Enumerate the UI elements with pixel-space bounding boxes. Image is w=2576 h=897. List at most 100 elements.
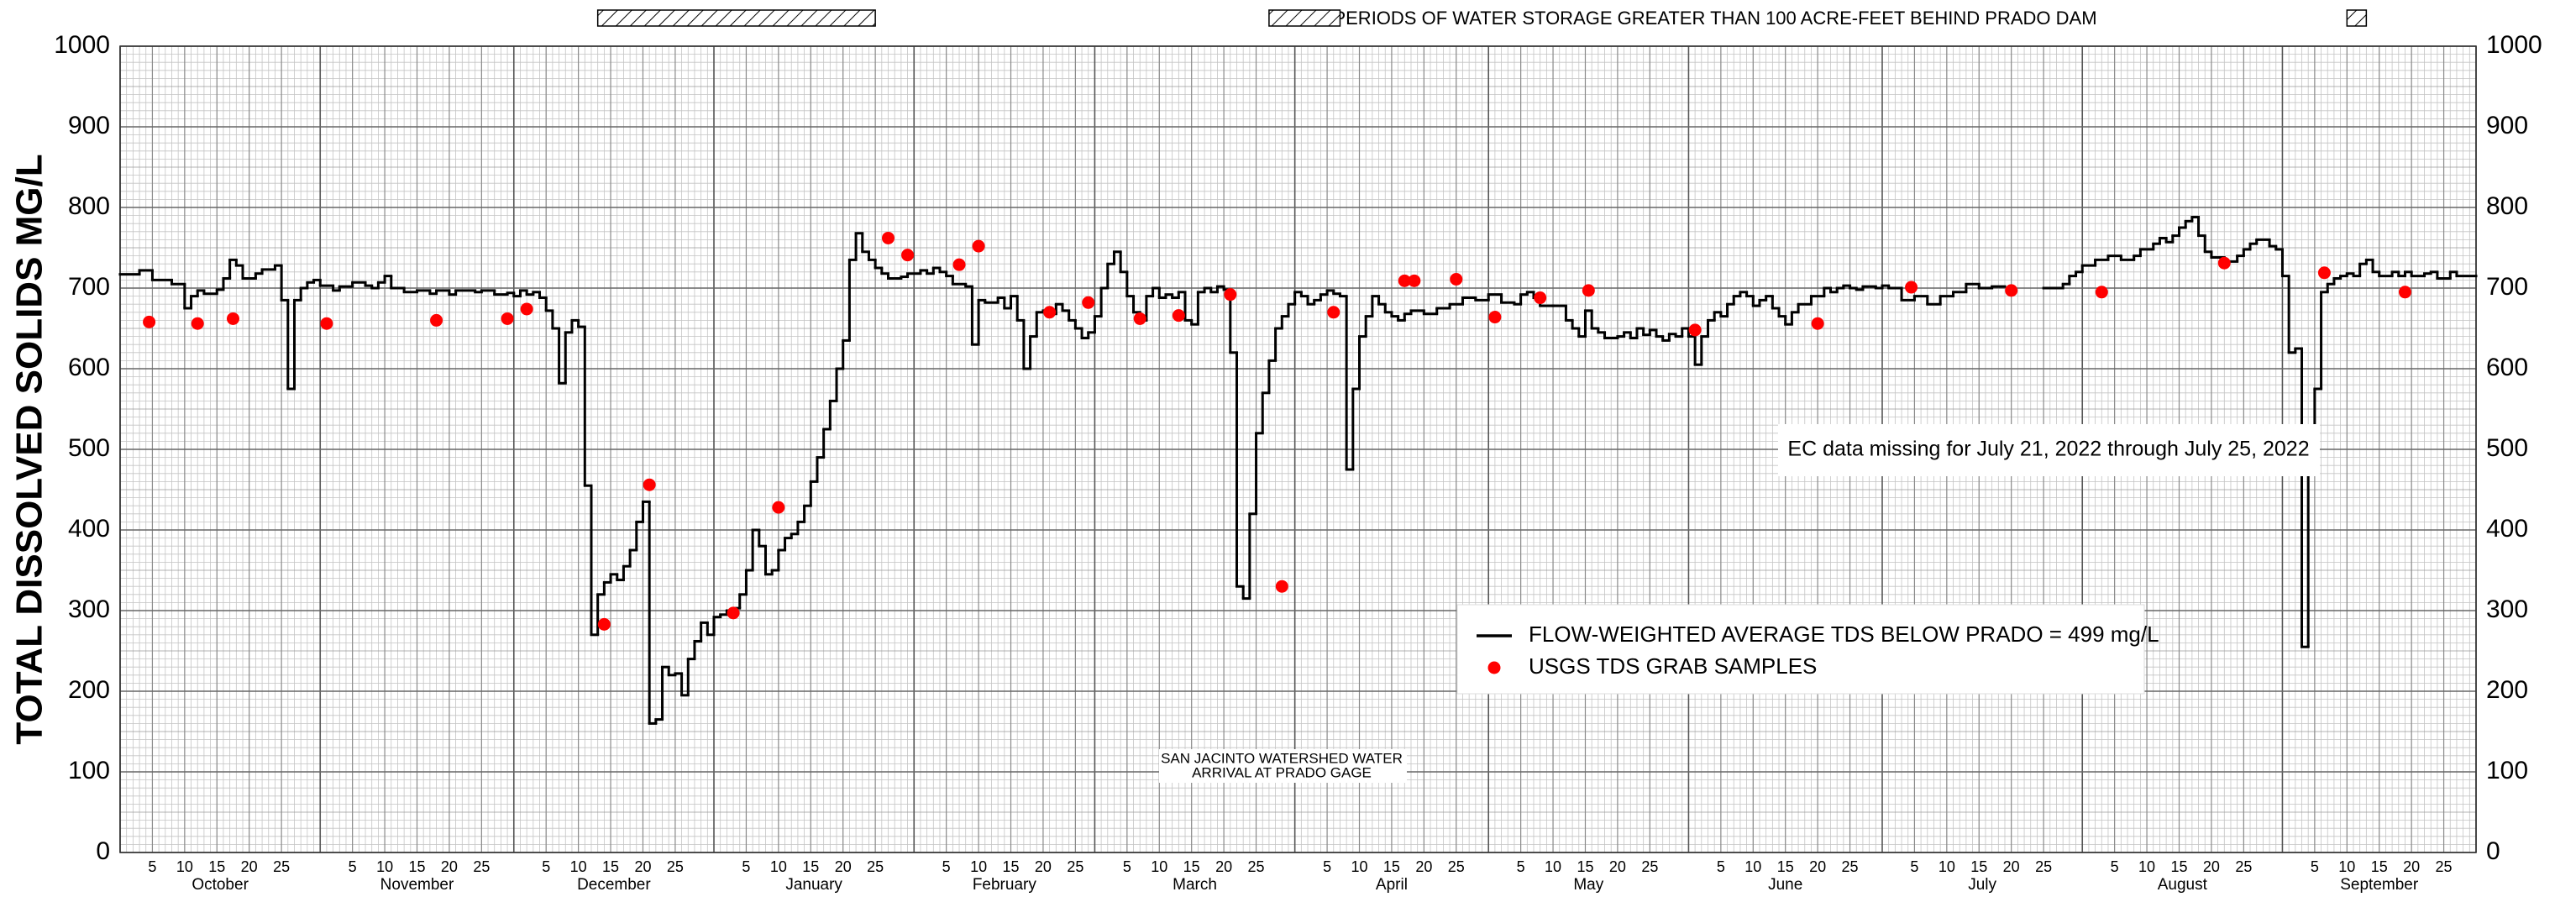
x-tick-label: 25 — [667, 858, 684, 875]
sample-point — [2217, 256, 2231, 270]
sample-point — [2398, 286, 2411, 299]
x-tick-label: 25 — [1641, 858, 1658, 875]
x-tick-label: 15 — [2170, 858, 2187, 875]
y2-tick-label: 1000 — [2486, 31, 2542, 59]
x-tick-label: 20 — [1415, 858, 1432, 875]
x-tick-label: 25 — [2235, 858, 2252, 875]
sample-point — [1224, 288, 1237, 302]
sample-point — [1408, 274, 1421, 287]
x-tick-label: 5 — [349, 858, 357, 875]
sample-point — [1398, 274, 1411, 287]
y-tick-label: 800 — [68, 192, 110, 220]
x-tick-label: 5 — [1323, 858, 1331, 875]
x-tick-label: 5 — [2111, 858, 2119, 875]
x-tick-label: 10 — [1351, 858, 1367, 875]
x-tick-label: 5 — [942, 858, 951, 875]
x-tick-label: 5 — [1910, 858, 1918, 875]
x-tick-label: 15 — [602, 858, 619, 875]
y-tick-label: 700 — [68, 273, 110, 301]
sample-point — [1133, 312, 1146, 325]
y-tick-label: 600 — [68, 354, 110, 381]
x-tick-label: 25 — [1448, 858, 1465, 875]
sample-point — [2005, 284, 2018, 297]
y2-tick-label: 0 — [2486, 837, 2500, 865]
x-tick-label: 15 — [2371, 858, 2388, 875]
storage-period — [596, 9, 876, 27]
month-label: April — [1376, 876, 1408, 894]
sample-point — [727, 606, 740, 620]
plot — [118, 216, 2478, 725]
month-label: February — [973, 876, 1037, 894]
x-tick-label: 5 — [542, 858, 550, 875]
sample-point — [1275, 580, 1288, 593]
x-tick-label: 25 — [2436, 858, 2453, 875]
sample-point — [1450, 272, 1463, 286]
y2-tick-label: 800 — [2486, 192, 2528, 220]
sample-point — [901, 249, 915, 262]
annotation-box — [1778, 424, 2320, 476]
y2-tick-label: 600 — [2486, 354, 2528, 381]
x-tick-label: 10 — [1151, 858, 1167, 875]
sample-point — [1082, 296, 1095, 309]
sample-point — [597, 617, 611, 631]
month-label: December — [577, 876, 651, 894]
month-label: November — [380, 876, 454, 894]
legend-label: FLOW-WEIGHTED AVERAGE TDS BELOW PRADO = … — [1529, 622, 2159, 647]
x-tick-label: 10 — [1545, 858, 1561, 875]
y-tick-label: 500 — [68, 434, 110, 462]
sample-point — [1688, 323, 1702, 337]
x-tick-label: 10 — [1744, 858, 1761, 875]
y2-tick-label: 100 — [2486, 757, 2528, 784]
plot-frame — [119, 45, 2477, 853]
x-tick-label: 15 — [1777, 858, 1794, 875]
sample-point — [882, 231, 895, 244]
sample-point — [191, 317, 204, 330]
y2-tick-label: 200 — [2486, 676, 2528, 704]
sample-point — [1905, 281, 1918, 294]
annotation: EC data missing for July 21, 2022 throug… — [1787, 438, 2309, 461]
month-label: January — [785, 876, 842, 894]
x-tick-label: 20 — [1809, 858, 1826, 875]
month-label: August — [2158, 876, 2208, 894]
x-tick-label: 15 — [408, 858, 425, 875]
x-tick-label: 25 — [1248, 858, 1265, 875]
x-tick-label: 25 — [2035, 858, 2052, 875]
x-tick-label: 5 — [1517, 858, 1525, 875]
x-tick-label: 10 — [376, 858, 393, 875]
y-axis-label: TOTAL DISSOLVED SOLIDS MG/L — [9, 154, 50, 744]
sample-point — [1582, 284, 1595, 297]
sample-point — [226, 312, 239, 325]
x-tick-label: 25 — [273, 858, 290, 875]
month-label: October — [191, 876, 249, 894]
y2-tick-label: 300 — [2486, 595, 2528, 623]
x-tick-label: 25 — [1842, 858, 1859, 875]
x-tick-label: 10 — [176, 858, 193, 875]
x-tick-label: 5 — [1717, 858, 1725, 875]
sample-point — [520, 302, 533, 316]
x-tick-label: 20 — [2203, 858, 2220, 875]
month-label: March — [1173, 876, 1217, 894]
x-tick-label: 15 — [1383, 858, 1400, 875]
y-tick-label: 0 — [96, 837, 110, 865]
x-tick-label: 20 — [441, 858, 458, 875]
x-tick-label: 15 — [802, 858, 819, 875]
month-label: June — [1768, 876, 1802, 894]
sample-point — [972, 239, 985, 253]
annotation: ARRIVAL AT PRADO GAGE — [1192, 764, 1372, 780]
x-tick-label: 20 — [1035, 858, 1052, 875]
y-tick-label: 1000 — [54, 31, 110, 59]
x-tick-label: 5 — [1123, 858, 1131, 875]
sample-point — [1488, 311, 1502, 324]
month-label: September — [2340, 876, 2419, 894]
storage-period — [1268, 9, 1341, 27]
sample-point — [2317, 266, 2331, 280]
x-tick-label: 10 — [2338, 858, 2355, 875]
sample-point — [952, 258, 966, 271]
legend-box — [1456, 604, 2145, 695]
annotation-box — [1159, 749, 1407, 783]
x-tick-label: 5 — [2311, 858, 2319, 875]
y2-tick-label: 700 — [2486, 273, 2528, 301]
y2-tick-label: 400 — [2486, 515, 2528, 543]
